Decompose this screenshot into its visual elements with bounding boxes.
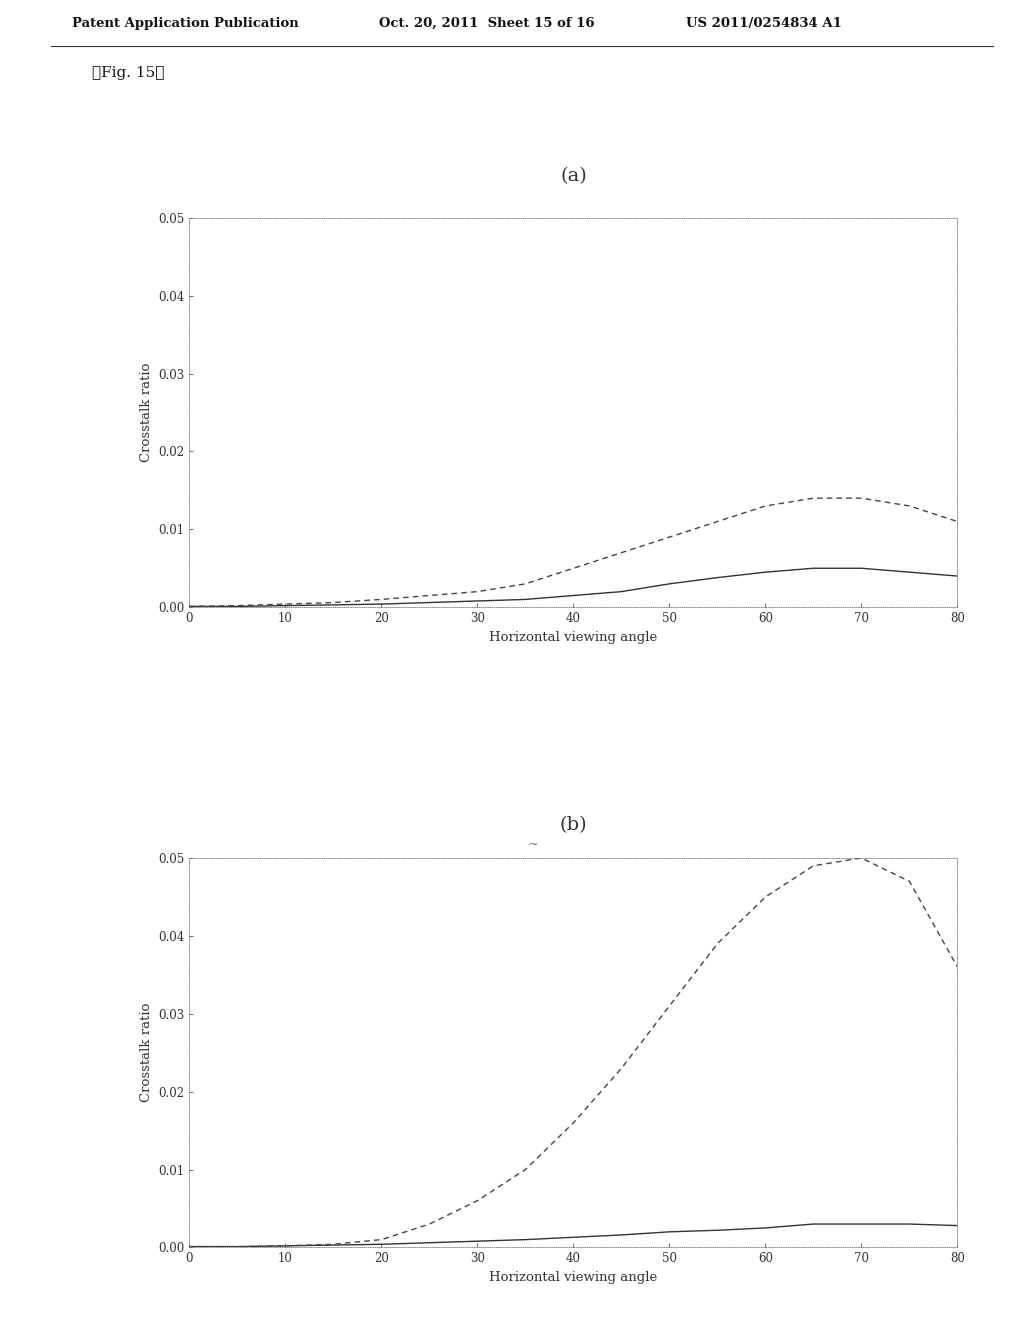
Text: ~: ~ xyxy=(527,838,538,851)
Text: (b): (b) xyxy=(560,816,587,834)
Text: Oct. 20, 2011  Sheet 15 of 16: Oct. 20, 2011 Sheet 15 of 16 xyxy=(379,16,595,29)
Y-axis label: Crosstalk ratio: Crosstalk ratio xyxy=(139,363,153,462)
Text: Patent Application Publication: Patent Application Publication xyxy=(72,16,298,29)
X-axis label: Horizontal viewing angle: Horizontal viewing angle xyxy=(489,1271,657,1284)
Text: (a): (a) xyxy=(560,166,587,185)
X-axis label: Horizontal viewing angle: Horizontal viewing angle xyxy=(489,631,657,644)
Y-axis label: Crosstalk ratio: Crosstalk ratio xyxy=(139,1003,153,1102)
Text: 『Fig. 15』: 『Fig. 15』 xyxy=(92,66,165,81)
Text: US 2011/0254834 A1: US 2011/0254834 A1 xyxy=(686,16,842,29)
